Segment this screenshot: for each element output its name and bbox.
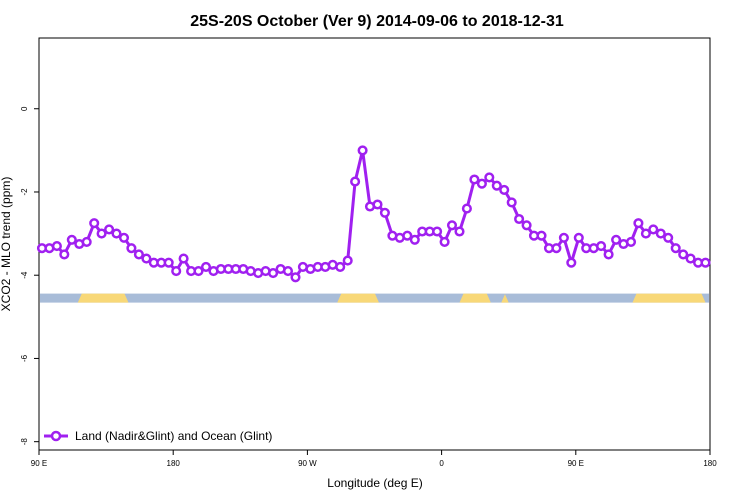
data-point [551,243,562,254]
data-point [685,253,696,264]
data-point [96,228,107,239]
y-tick-label: -4 [20,271,29,279]
land-segment-2 [459,293,491,303]
surface-band [40,293,709,303]
data-point [573,232,584,243]
data-point [469,174,480,185]
plot-frame [38,37,711,451]
data-point [499,184,510,195]
data-point [193,266,204,277]
data-point [133,249,144,260]
data-point [59,249,70,260]
data-point [51,241,62,252]
data-point [200,261,212,272]
data-point [491,180,502,191]
x-tick-label: 90 E [568,459,584,468]
data-point [178,253,189,264]
data-point [700,257,711,268]
x-tick-label: 90 E [31,459,47,468]
data-point [141,253,152,264]
data-point [89,218,100,229]
data-point [66,234,77,245]
data-point [678,249,689,260]
y-tick-label: -8 [20,438,29,446]
data-point [603,249,614,260]
data-point [655,228,666,239]
y-tick-label: 0 [20,106,29,111]
y-tick-label: -6 [20,354,29,362]
data-point [536,230,547,241]
data-point [350,176,361,187]
data-point [409,234,420,245]
land-segment-0 [77,293,129,303]
data-point [454,226,465,237]
x-tick-label: 180 [167,459,181,468]
data-point [282,266,294,277]
data-point [268,268,279,279]
data-point [439,236,450,247]
data-point [81,236,92,247]
data-point [558,232,569,243]
data-point [484,172,495,183]
data-point [126,243,137,254]
series-land-ocean [36,145,711,283]
data-point [521,220,532,231]
y-tick-label: -2 [20,188,29,196]
legend-label: Land (Nadir&Glint) and Ocean (Glint) [75,429,272,443]
x-axis-label: Longitude (deg E) [327,476,422,490]
data-point [379,207,390,218]
x-axis: 90 E 180 90 W 0 90 E 180 [31,450,717,468]
data-point [640,228,651,239]
data-point [432,226,443,237]
land-segment-4 [632,293,706,303]
data-point [118,232,130,243]
data-point [670,243,681,254]
data-point [290,272,301,283]
data-point [648,224,659,235]
y-axis: 0 -2 -4 -6 -8 [20,106,39,445]
data-point [446,220,458,231]
x-tick-label: 180 [703,459,717,468]
data-point [335,261,346,272]
data-point [663,232,674,243]
data-point [611,234,622,245]
data-point [342,255,353,266]
chart-title: 25S-20S October (Ver 9) 2014-09-06 to 20… [190,13,564,30]
land-segment-1 [337,293,379,303]
data-point [566,257,577,268]
data-point [461,203,472,214]
data-point [633,218,644,229]
legend-marker [50,430,62,442]
data-point [163,257,174,268]
data-point [596,241,607,252]
land-segment-3 [501,293,509,303]
data-point [111,228,122,239]
legend: Land (Nadir&Glint) and Ocean (Glint) [44,429,272,443]
data-point [476,178,487,189]
data-point [402,230,413,241]
data-point [104,224,115,235]
data-point [171,266,182,277]
x-tick-label: 0 [439,459,444,468]
data-point [514,213,525,225]
data-point [357,145,368,156]
x-tick-label: 90 W [298,459,317,468]
data-point [506,197,517,208]
data-point [625,236,637,247]
data-point [372,199,383,210]
y-axis-label: XCO2 - MLO trend (ppm) [0,177,13,312]
